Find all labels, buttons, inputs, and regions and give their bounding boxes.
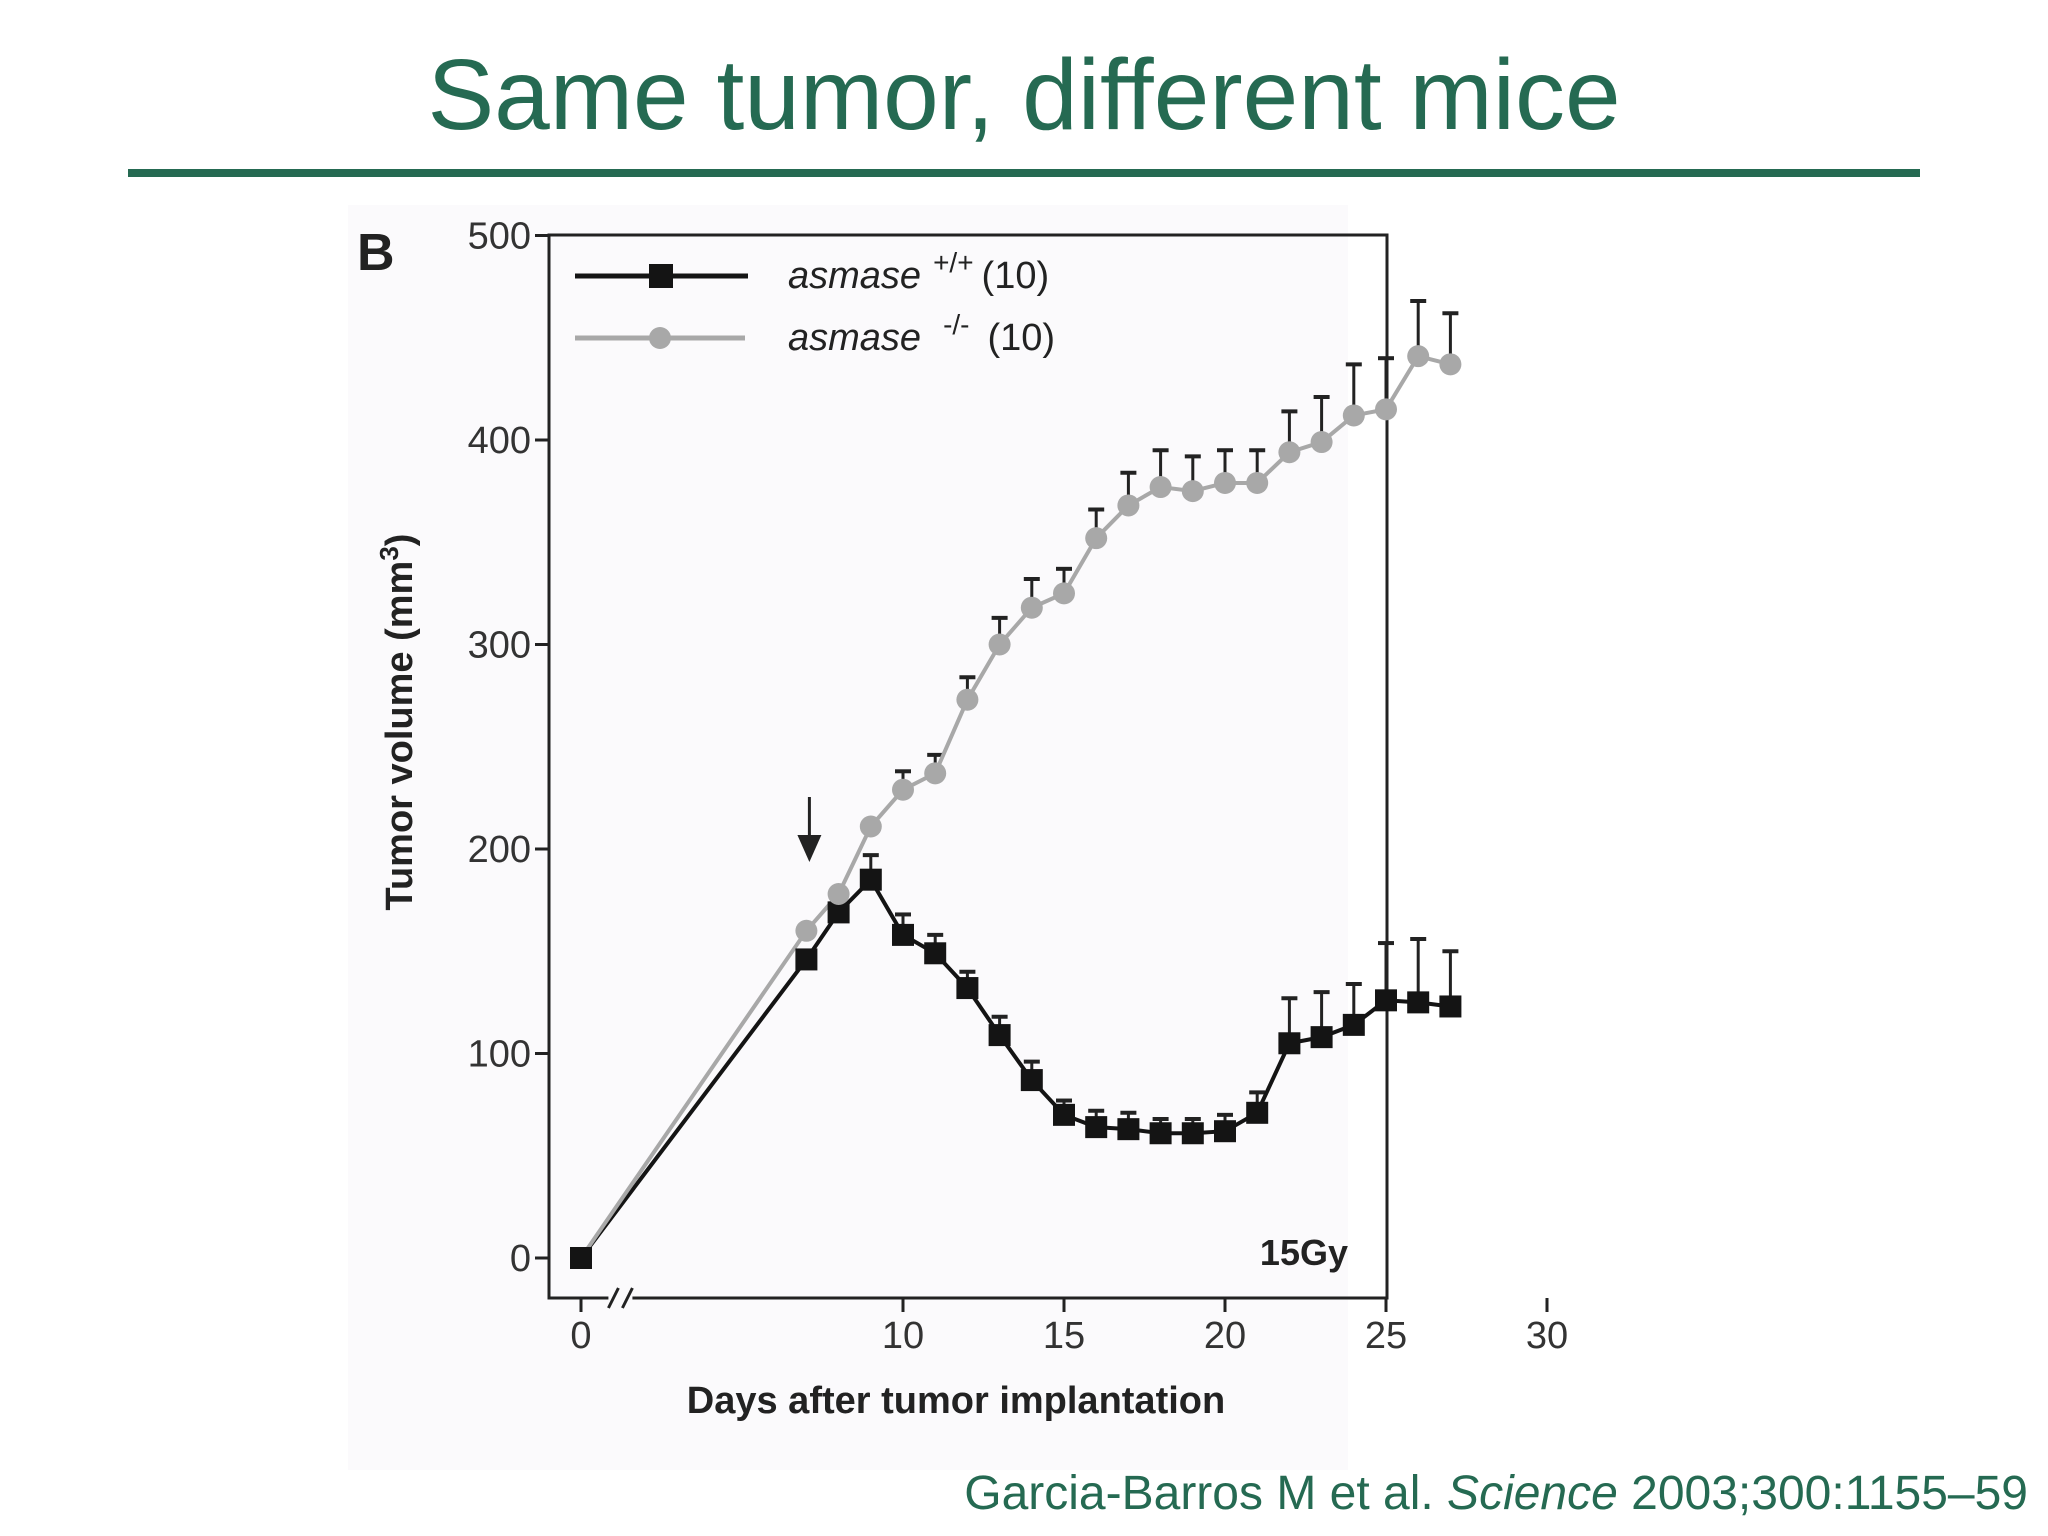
- plot-frame: [547, 233, 1389, 1300]
- legend-marker-knockout: [649, 327, 671, 349]
- data-point-knockout: [1310, 431, 1333, 454]
- data-point-wildtype: [1439, 995, 1462, 1018]
- legend-label-wildtype: asmase +/+ (10): [788, 247, 1049, 297]
- y-tick-label: 400: [468, 420, 531, 462]
- x-tick-label: 15: [1043, 1315, 1085, 1357]
- legend-sup-wildtype: +/+: [933, 247, 973, 278]
- x-axis-label: Days after tumor implantation: [687, 1380, 1225, 1422]
- legend-n-wildtype: (10): [982, 255, 1050, 297]
- legend-entry-knockout: asmase -/- (10): [575, 309, 1055, 359]
- legend-marker-wildtype: [649, 264, 673, 288]
- data-point-wildtype: [1214, 1120, 1236, 1143]
- data-point-wildtype: [1246, 1101, 1269, 1124]
- x-tick-label: 0: [570, 1315, 591, 1357]
- data-point-knockout: [795, 919, 818, 942]
- data-point-wildtype: [1375, 989, 1397, 1012]
- data-point-wildtype: [1407, 991, 1430, 1014]
- data-point-knockout: [1342, 404, 1365, 427]
- y-tick-label: 0: [510, 1238, 531, 1280]
- data-point-knockout: [1278, 441, 1301, 464]
- x-tick-label: 25: [1365, 1315, 1407, 1357]
- series-line-knockout: [579, 353, 1451, 1260]
- legend-sup-knockout: -/-: [943, 309, 969, 340]
- data-point-knockout: [827, 882, 850, 905]
- data-point-wildtype: [1117, 1118, 1140, 1141]
- x-tick-label: 10: [882, 1315, 924, 1357]
- data-point-knockout: [1020, 596, 1043, 619]
- data-point-knockout: [1246, 471, 1269, 494]
- data-point-wildtype: [570, 1247, 592, 1269]
- legend-name-knockout: asmase: [788, 317, 921, 359]
- data-point-wildtype: [988, 1024, 1011, 1047]
- data-point-wildtype: [956, 977, 979, 1000]
- y-axis-label: Tumor volume (mm3): [374, 534, 421, 911]
- citation-authors: Garcia-Barros M et al.: [964, 1467, 1448, 1520]
- axis-break-mark: [621, 1287, 634, 1309]
- panel-label: B: [357, 224, 395, 282]
- axis-break-mark: [607, 1287, 620, 1309]
- citation: Garcia-Barros M et al. Science 2003;300:…: [964, 1466, 2028, 1521]
- data-point-wildtype: [892, 923, 914, 946]
- data-point-wildtype: [795, 948, 818, 971]
- data-point-knockout: [1053, 582, 1075, 605]
- data-point-knockout: [1407, 345, 1430, 368]
- y-tick-label: 300: [468, 625, 531, 667]
- data-point-wildtype: [827, 901, 850, 924]
- data-point-knockout: [1149, 476, 1172, 499]
- title-divider: [128, 169, 1920, 177]
- data-point-knockout: [1085, 527, 1108, 550]
- data-point-wildtype: [1085, 1116, 1108, 1139]
- y-axis-label-main: Tumor volume (mm: [379, 561, 421, 911]
- data-point-wildtype: [1020, 1069, 1043, 1092]
- y-axis-label-end: ): [379, 534, 421, 547]
- x-tick-label: 30: [1526, 1315, 1568, 1357]
- figure-background: [348, 205, 1348, 1470]
- legend-entry-wildtype: asmase +/+ (10): [575, 247, 1049, 297]
- data-point-knockout: [988, 633, 1011, 656]
- legend-label-knockout: asmase -/- (10): [788, 309, 1055, 359]
- legend: asmase +/+ (10) asmase -/- (10): [575, 247, 1055, 359]
- series-line-wildtype: [579, 876, 1451, 1260]
- y-tick-label: 500: [468, 216, 531, 258]
- data-point-wildtype: [924, 942, 947, 965]
- citation-details: 2003;300:1155–59: [1617, 1467, 2028, 1520]
- data-point-wildtype: [1310, 1026, 1333, 1049]
- y-axis-label-sup: 3: [374, 546, 404, 560]
- citation-journal: Science: [1447, 1467, 1618, 1520]
- data-point-knockout: [1214, 471, 1236, 494]
- data-point-knockout: [892, 778, 914, 801]
- data-point-knockout: [1181, 480, 1204, 503]
- data-point-knockout: [859, 815, 882, 838]
- data-point-knockout: [956, 688, 979, 711]
- y-tick-label: 200: [468, 829, 531, 871]
- data-point-wildtype: [1149, 1122, 1172, 1145]
- data-point-knockout: [1375, 398, 1397, 421]
- legend-n-knockout: (10): [988, 317, 1056, 359]
- data-point-knockout: [1117, 494, 1140, 517]
- data-point-wildtype: [1181, 1122, 1204, 1145]
- data-point-wildtype: [1278, 1032, 1301, 1055]
- legend-name-wildtype: asmase: [788, 255, 921, 297]
- y-tick-label: 100: [468, 1034, 531, 1076]
- data-point-wildtype: [1342, 1013, 1365, 1036]
- slide-title: Same tumor, different mice: [427, 39, 1621, 151]
- data-point-wildtype: [1053, 1103, 1075, 1126]
- data-point-knockout: [1439, 353, 1462, 376]
- x-tick-label: 20: [1204, 1315, 1246, 1357]
- arrow-head: [797, 835, 822, 862]
- dose-annotation: 15Gy: [1260, 1232, 1348, 1273]
- data-point-knockout: [924, 762, 947, 785]
- data-point-wildtype: [859, 868, 882, 891]
